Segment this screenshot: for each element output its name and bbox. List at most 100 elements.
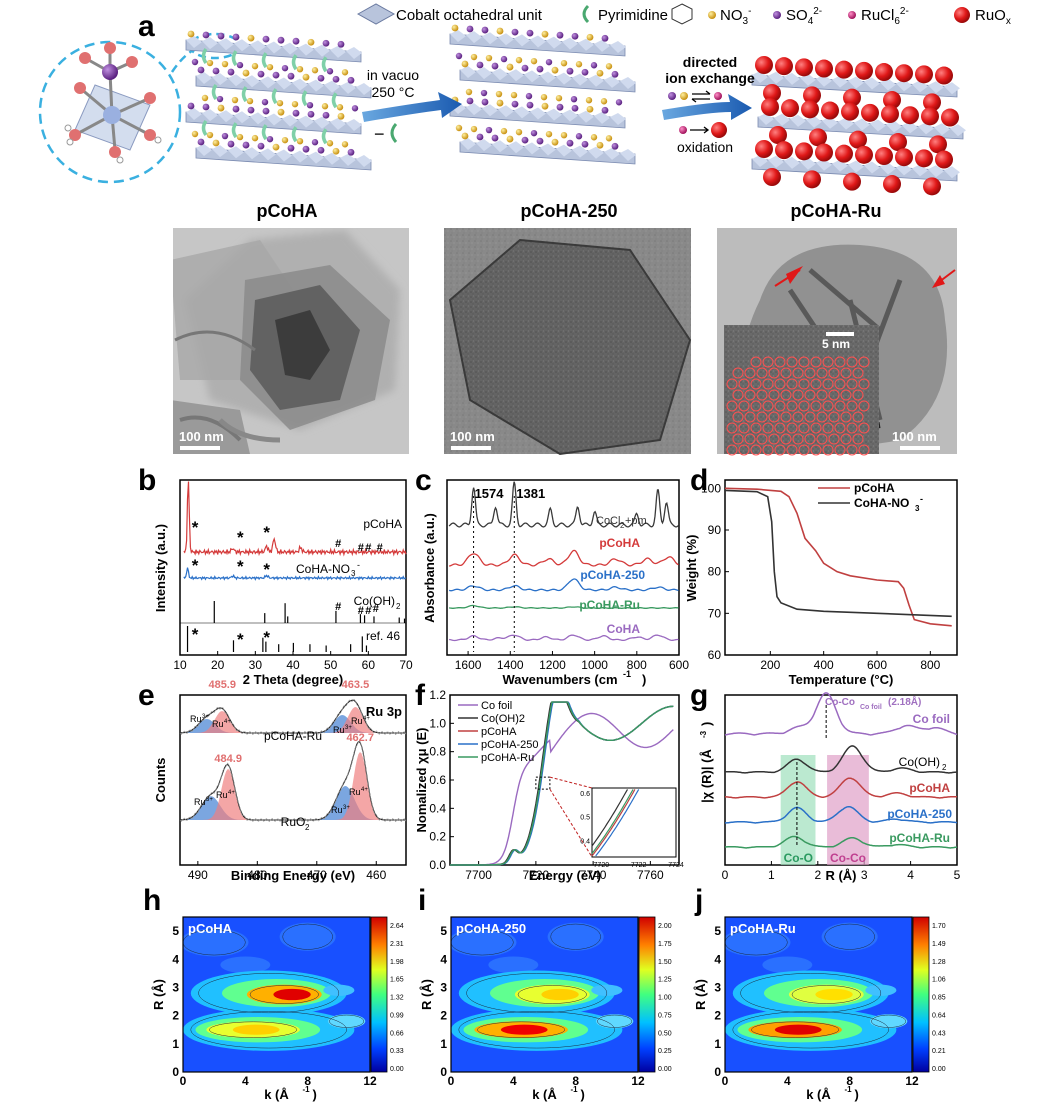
heatmap-blob <box>273 988 311 1001</box>
octahedron-unit <box>934 123 950 136</box>
y-tick-label: 100 <box>701 481 721 495</box>
pyrimidine-pillar <box>211 84 218 101</box>
anion-ball <box>536 65 544 73</box>
octahedron-unit <box>556 144 572 157</box>
legend-rucl6-sub: 6 <box>894 16 900 27</box>
y-tick-label: 1.2 <box>429 688 446 702</box>
ruox-particle <box>923 93 941 112</box>
octahedron-unit <box>530 107 546 120</box>
series-pcoha <box>183 481 407 557</box>
anion-ball <box>216 95 224 103</box>
y-tick-label: 1 <box>172 1037 179 1051</box>
y-tick-label: 1 <box>440 1037 447 1051</box>
x-tick-label: 8 <box>572 1074 579 1088</box>
anion-ball <box>571 104 579 112</box>
x-tick-label: 1 <box>768 868 775 882</box>
anion-ball <box>461 60 469 68</box>
octahedron-unit <box>944 166 960 179</box>
anion-ball <box>202 31 210 39</box>
x-tick-label: 1200 <box>539 658 566 672</box>
zoom-region-box <box>535 776 551 790</box>
anion-ball <box>337 112 345 120</box>
heatmap-title: pCoHA <box>188 921 233 936</box>
ruox-particle-marker <box>840 433 852 445</box>
octahedron-unit <box>228 146 244 159</box>
colorbar-label: 2.00 <box>658 923 672 930</box>
octahedron-unit <box>356 82 372 95</box>
anion-ball <box>455 124 463 132</box>
octahedron-unit <box>572 145 588 158</box>
ruox-particle-marker <box>852 389 864 401</box>
arrow-step2: directed ion exchange oxidation <box>662 54 755 155</box>
anion-ball <box>581 68 589 76</box>
ruox-particle-marker <box>792 389 804 401</box>
x-tick-label: 7740 <box>580 868 607 882</box>
heatmap-blob <box>183 928 249 957</box>
series-pcoha-ru <box>449 604 679 609</box>
step2-line1: directed <box>683 54 737 70</box>
octahedron-zoom <box>38 32 242 184</box>
series-pcoha <box>449 549 679 567</box>
legend-pyrimidine: Pyrimidine <box>598 7 668 24</box>
x-axis-label-close: ) <box>642 672 646 687</box>
svg-text:SO42-: SO42- <box>786 6 822 27</box>
ruox-particle-marker <box>780 411 792 423</box>
octahedron-unit <box>466 31 482 44</box>
x-tick-label: 460 <box>366 868 386 882</box>
rucl6-ball-icon <box>848 11 856 19</box>
legend-label: Co(OH)2 <box>481 713 525 725</box>
ruox-particle-marker <box>738 400 750 412</box>
subscript: 2 <box>396 602 401 611</box>
sulfate-ball-icon <box>773 11 781 19</box>
anion-ball <box>306 102 314 109</box>
anion-ball <box>321 103 329 110</box>
anion-ball <box>347 148 355 156</box>
contour-line <box>740 973 882 1014</box>
anion-ball <box>217 104 225 112</box>
x-tick-label: 2 <box>814 868 821 882</box>
anion-ball <box>575 133 583 140</box>
star-marker: * <box>263 523 270 542</box>
octahedron-unit <box>800 157 816 170</box>
octahedron-unit <box>346 46 362 59</box>
ruox-particle-marker <box>846 444 858 456</box>
ruox-particle <box>809 128 827 147</box>
ruox-particle-marker <box>798 400 810 412</box>
x-tick-label: 4 <box>510 1074 517 1088</box>
colorbar-label: 1.32 <box>390 995 404 1002</box>
panel-label-f: f <box>415 679 426 712</box>
anion-ball <box>296 66 304 73</box>
contour-line <box>732 1011 889 1049</box>
pyrimidine-pillar <box>331 92 338 109</box>
ruox-particle-marker <box>726 444 738 456</box>
anion-ball <box>461 132 469 140</box>
x-axis-label: k (Å <box>532 1087 557 1102</box>
ruox-particle-marker <box>828 389 840 401</box>
panel-label-g: g <box>690 679 708 712</box>
sample-label-pcoha-ru: pCoHA-Ru <box>264 729 322 743</box>
y-tick-label: 0.4 <box>429 801 446 815</box>
tem-image-pcoha-ru: 5 nm 100 nm <box>717 228 957 456</box>
ruox-ball-icon <box>954 7 970 23</box>
contour-line <box>725 929 788 956</box>
ruox-particle-marker <box>822 378 834 390</box>
octahedron-unit <box>282 114 298 127</box>
scale-bar-label-3: 100 nm <box>892 429 937 444</box>
inset-x-tick-label: 7720 <box>594 862 610 869</box>
anion-ball <box>496 27 504 35</box>
anion-ball <box>317 74 325 82</box>
ruox-particle <box>875 63 893 82</box>
octahedron-unit <box>476 67 492 80</box>
step2-oxidation: oxidation <box>677 139 733 155</box>
series-label-ref46: ref. 46 <box>366 629 400 643</box>
anion-ball <box>302 73 310 81</box>
x-tick-label: 1400 <box>497 658 524 672</box>
ruox-particle <box>761 98 779 116</box>
ruox-particle-marker <box>750 422 762 434</box>
contour-line <box>209 1021 298 1038</box>
anion-ball <box>257 70 265 78</box>
contour-line <box>871 1014 907 1028</box>
contour-line <box>517 985 587 1004</box>
octahedron-unit <box>790 114 806 127</box>
oxidation-state-sup: 4+ <box>228 790 235 796</box>
